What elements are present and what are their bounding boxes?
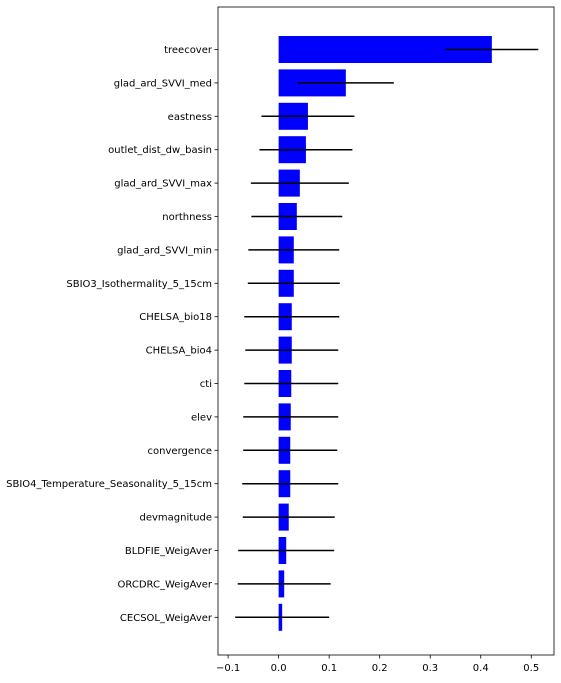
y-tick-label: CHELSA_bio4	[146, 346, 212, 357]
y-tick-label: northness	[162, 212, 212, 223]
y-tick-label: glad_ard_SVVI_max	[114, 179, 212, 190]
bars-layer	[278, 36, 492, 631]
y-tick-label: treecover	[164, 45, 213, 56]
y-tick-label: glad_ard_SVVI_med	[114, 78, 212, 89]
y-tick-label: outlet_dist_dw_basin	[108, 145, 212, 156]
y-tick-label: SBIO3_Isothermality_5_15cm	[66, 279, 212, 290]
y-tick-label: BLDFIE_WeigAver	[125, 546, 213, 557]
x-axis-ticks: −0.1 0.0 0.1 0.2 0.3 0.4 0.5	[216, 655, 539, 674]
x-tick-label: 0.2	[372, 663, 388, 674]
y-tick-label: glad_ard_SVVI_min	[117, 245, 212, 256]
x-tick-label: 0.4	[473, 663, 489, 674]
y-tick-label: devmagnitude	[139, 513, 212, 524]
axes-frame	[217, 6, 555, 656]
x-tick-label: 0.1	[321, 663, 337, 674]
plot-frame	[217, 6, 555, 656]
y-tick-label: ORCDRC_WeigAver	[118, 579, 213, 590]
y-tick-label: CECSOL_WeigAver	[120, 613, 213, 624]
error-bars-layer	[235, 48, 539, 619]
y-tick-label: cti	[200, 379, 212, 390]
x-tick-label: 0.0	[271, 663, 287, 674]
y-tick-label: elev	[191, 412, 212, 423]
y-tick-label: convergence	[148, 446, 212, 457]
y-tick-label: eastness	[168, 112, 212, 123]
y-axis-ticks: treecover glad_ard_SVVI_med eastness outlet…	[6, 45, 218, 624]
y-tick-label: CHELSA_bio18	[139, 312, 212, 323]
x-tick-label: 0.5	[523, 663, 539, 674]
x-tick-label: −0.1	[216, 663, 240, 674]
y-tick-label: SBIO4_Temperature_Seasonality_5_15cm	[6, 479, 212, 490]
x-tick-label: 0.3	[422, 663, 438, 674]
